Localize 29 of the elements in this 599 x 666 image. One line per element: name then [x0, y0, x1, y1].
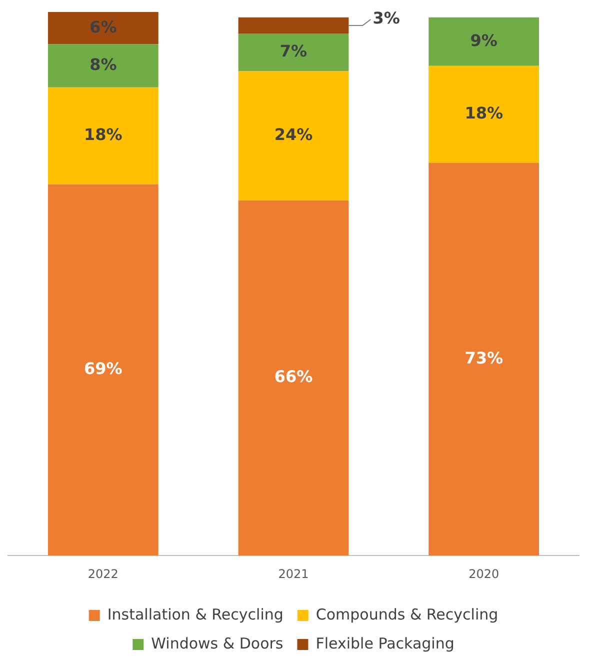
- data-label: 18%: [84, 124, 122, 144]
- x-tick-label: 2020: [468, 566, 500, 581]
- data-label: 9%: [470, 30, 498, 50]
- bar: [428, 66, 540, 163]
- x-tick-label: 2021: [278, 566, 309, 581]
- bar: [48, 87, 158, 184]
- data-label: 6%: [90, 17, 117, 36]
- bar: [48, 184, 158, 556]
- bar: [238, 17, 349, 34]
- bar: [48, 12, 158, 44]
- data-label: 3%: [372, 8, 400, 28]
- legend-label: Compounds & Recycling: [316, 605, 498, 624]
- data-label: 7%: [280, 42, 308, 61]
- bar: [238, 34, 349, 72]
- legend-label: Flexible Packaging: [316, 634, 454, 652]
- bar: [428, 17, 540, 66]
- x-tick-label: 2022: [88, 566, 118, 581]
- data-label: 18%: [464, 103, 503, 122]
- bar: [428, 162, 540, 556]
- data-label: 24%: [274, 124, 313, 144]
- legend-label: Installation & Recycling: [107, 605, 284, 624]
- data-label: 73%: [464, 348, 503, 368]
- data-label: 66%: [274, 367, 313, 386]
- data-label: 8%: [90, 54, 117, 74]
- bar: [238, 200, 349, 556]
- data-label: 69%: [84, 359, 122, 378]
- bar: [48, 44, 158, 88]
- bar: [238, 71, 349, 200]
- legend-label: Windows & Doors: [151, 634, 284, 652]
